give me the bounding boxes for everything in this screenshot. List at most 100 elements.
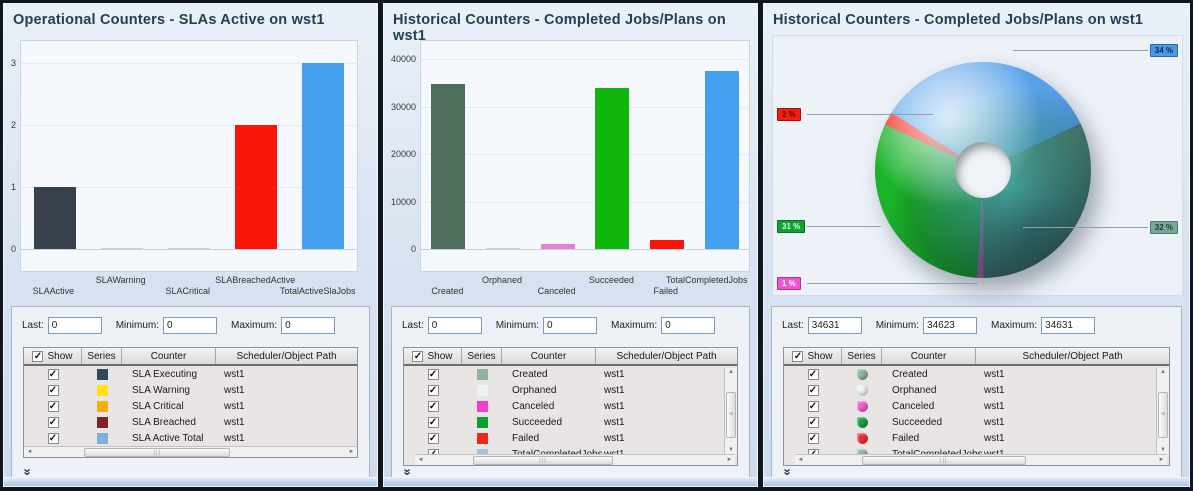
- bar-SLAActive[interactable]: [33, 187, 76, 249]
- column-counter[interactable]: Counter: [882, 348, 976, 364]
- counter-name: Succeeded: [512, 416, 563, 428]
- table-row[interactable]: ✓ Succeeded wst1: [404, 414, 724, 430]
- row-checkbox[interactable]: ✓: [47, 368, 59, 380]
- scroll-down-icon[interactable]: ▼: [728, 447, 734, 453]
- table-row[interactable]: ✓ Created wst1: [784, 366, 1156, 382]
- column-show[interactable]: ✓ Show: [404, 348, 462, 364]
- maximum-input[interactable]: [661, 317, 716, 334]
- bar-TotalCompletedJobs[interactable]: [704, 70, 739, 249]
- bar-Failed[interactable]: [650, 240, 684, 249]
- bar-SLACritical[interactable]: [168, 247, 210, 249]
- column-show[interactable]: ✓ Show: [784, 348, 842, 364]
- table-row[interactable]: ✓ Orphaned wst1: [784, 382, 1156, 398]
- column-scheduler-path[interactable]: Scheduler/Object Path: [236, 350, 337, 362]
- row-checkbox[interactable]: ✓: [427, 448, 439, 454]
- scrollbar-thumb[interactable]: |||: [861, 455, 1026, 465]
- row-checkbox[interactable]: ✓: [47, 432, 59, 444]
- table-row[interactable]: ✓ Canceled wst1: [404, 398, 724, 414]
- minimum-input[interactable]: [923, 317, 978, 334]
- pie-label-32%: 32 %: [1149, 221, 1178, 234]
- row-checkbox[interactable]: ✓: [807, 400, 819, 412]
- row-checkbox[interactable]: ✓: [427, 400, 439, 412]
- table-row[interactable]: ✓ Orphaned wst1: [404, 382, 724, 398]
- bar-TotalActiveSlaJobs[interactable]: [302, 63, 345, 249]
- table-row[interactable]: ✓ TotalCompletedJobs wst1: [404, 446, 724, 454]
- column-series[interactable]: Series: [842, 348, 882, 364]
- maximum-input[interactable]: [1041, 317, 1096, 334]
- counter-details-group: Last: Minimum: Maximum: ✓Show Series Cou…: [391, 306, 750, 482]
- scrollbar-thumb[interactable]: |||: [83, 447, 231, 457]
- bar-Canceled[interactable]: [540, 244, 575, 249]
- expand-chevron-icon[interactable]: »: [780, 468, 796, 476]
- scroll-right-icon[interactable]: ►: [348, 449, 355, 455]
- bar-SLAWarning[interactable]: [100, 247, 143, 249]
- scrollbar-thumb[interactable]: ≡: [1158, 392, 1168, 439]
- column-counter[interactable]: Counter: [502, 348, 596, 364]
- maximum-label: Maximum:: [991, 320, 1038, 331]
- bar-Created[interactable]: [431, 84, 466, 249]
- horizontal-scrollbar[interactable]: ◄ ||| ►: [24, 446, 357, 457]
- row-checkbox[interactable]: ✓: [807, 416, 819, 428]
- table-row[interactable]: ✓ SLA Breached wst1: [24, 414, 357, 430]
- bar-Succeeded[interactable]: [595, 87, 630, 249]
- column-show[interactable]: ✓ Show: [24, 348, 82, 364]
- last-input[interactable]: [47, 317, 102, 334]
- row-checkbox[interactable]: ✓: [427, 416, 439, 428]
- scroll-down-icon[interactable]: ▼: [1160, 447, 1166, 453]
- scroll-right-icon[interactable]: ►: [726, 457, 733, 463]
- scroll-left-icon[interactable]: ◄: [26, 449, 33, 455]
- table-row[interactable]: ✓ Failed wst1: [404, 430, 724, 446]
- row-checkbox[interactable]: ✓: [47, 384, 59, 396]
- last-input[interactable]: [807, 317, 862, 334]
- table-row[interactable]: ✓ SLA Active Total wst1: [24, 430, 357, 446]
- scroll-up-icon[interactable]: ▲: [1160, 369, 1166, 375]
- row-checkbox[interactable]: ✓: [427, 432, 439, 444]
- expand-chevron-icon[interactable]: »: [20, 468, 36, 476]
- gridline: [421, 154, 749, 156]
- bar-SLABreachedActive[interactable]: [235, 125, 278, 249]
- row-checkbox[interactable]: ✓: [427, 368, 439, 380]
- last-input[interactable]: [427, 317, 482, 334]
- vertical-scrollbar[interactable]: ▲ ≡ ▼: [724, 368, 737, 454]
- row-checkbox[interactable]: ✓: [47, 416, 59, 428]
- row-checkbox[interactable]: ✓: [807, 384, 819, 396]
- minimum-input[interactable]: [163, 317, 218, 334]
- scroll-left-icon[interactable]: ◄: [797, 457, 804, 463]
- column-scheduler-path[interactable]: Scheduler/Object Path: [1022, 350, 1123, 362]
- row-checkbox[interactable]: ✓: [807, 432, 819, 444]
- scroll-left-icon[interactable]: ◄: [417, 457, 424, 463]
- scrollbar-thumb[interactable]: |||: [472, 455, 614, 465]
- column-series[interactable]: Series: [462, 348, 502, 364]
- column-counter[interactable]: Counter: [122, 348, 216, 364]
- table-row[interactable]: ✓ SLA Warning wst1: [24, 382, 357, 398]
- table-row[interactable]: ✓ SLA Executing wst1: [24, 366, 357, 382]
- table-row[interactable]: ✓ Created wst1: [404, 366, 724, 382]
- y-axis-tick-label: 3: [10, 58, 16, 69]
- bar-Orphaned[interactable]: [486, 247, 520, 249]
- expand-chevron-icon[interactable]: »: [400, 468, 416, 476]
- minimum-input[interactable]: [543, 317, 598, 334]
- gridline: [421, 106, 749, 108]
- table-row[interactable]: ✓ Canceled wst1: [784, 398, 1156, 414]
- header-checkbox[interactable]: ✓: [32, 350, 44, 362]
- row-checkbox[interactable]: ✓: [47, 400, 59, 412]
- column-scheduler-path[interactable]: Scheduler/Object Path: [616, 350, 717, 362]
- table-row[interactable]: ✓ SLA Critical wst1: [24, 398, 357, 414]
- scroll-up-icon[interactable]: ▲: [728, 369, 734, 375]
- column-series[interactable]: Series: [82, 348, 122, 364]
- horizontal-scrollbar[interactable]: ◄ ||| ►: [415, 454, 735, 465]
- scroll-right-icon[interactable]: ►: [1158, 457, 1165, 463]
- vertical-scrollbar[interactable]: ▲ ≡ ▼: [1156, 368, 1169, 454]
- table-row[interactable]: ✓ Failed wst1: [784, 430, 1156, 446]
- header-checkbox[interactable]: ✓: [412, 350, 424, 362]
- row-checkbox[interactable]: ✓: [807, 448, 819, 454]
- row-checkbox[interactable]: ✓: [427, 384, 439, 396]
- maximum-input[interactable]: [281, 317, 336, 334]
- table-row[interactable]: ✓ Succeeded wst1: [784, 414, 1156, 430]
- scrollbar-thumb[interactable]: ≡: [726, 392, 736, 439]
- table-row[interactable]: ✓ TotalCompletedJobs wst1: [784, 446, 1156, 454]
- header-checkbox[interactable]: ✓: [792, 350, 804, 362]
- row-checkbox[interactable]: ✓: [807, 368, 819, 380]
- horizontal-scrollbar[interactable]: ◄ ||| ►: [795, 454, 1167, 465]
